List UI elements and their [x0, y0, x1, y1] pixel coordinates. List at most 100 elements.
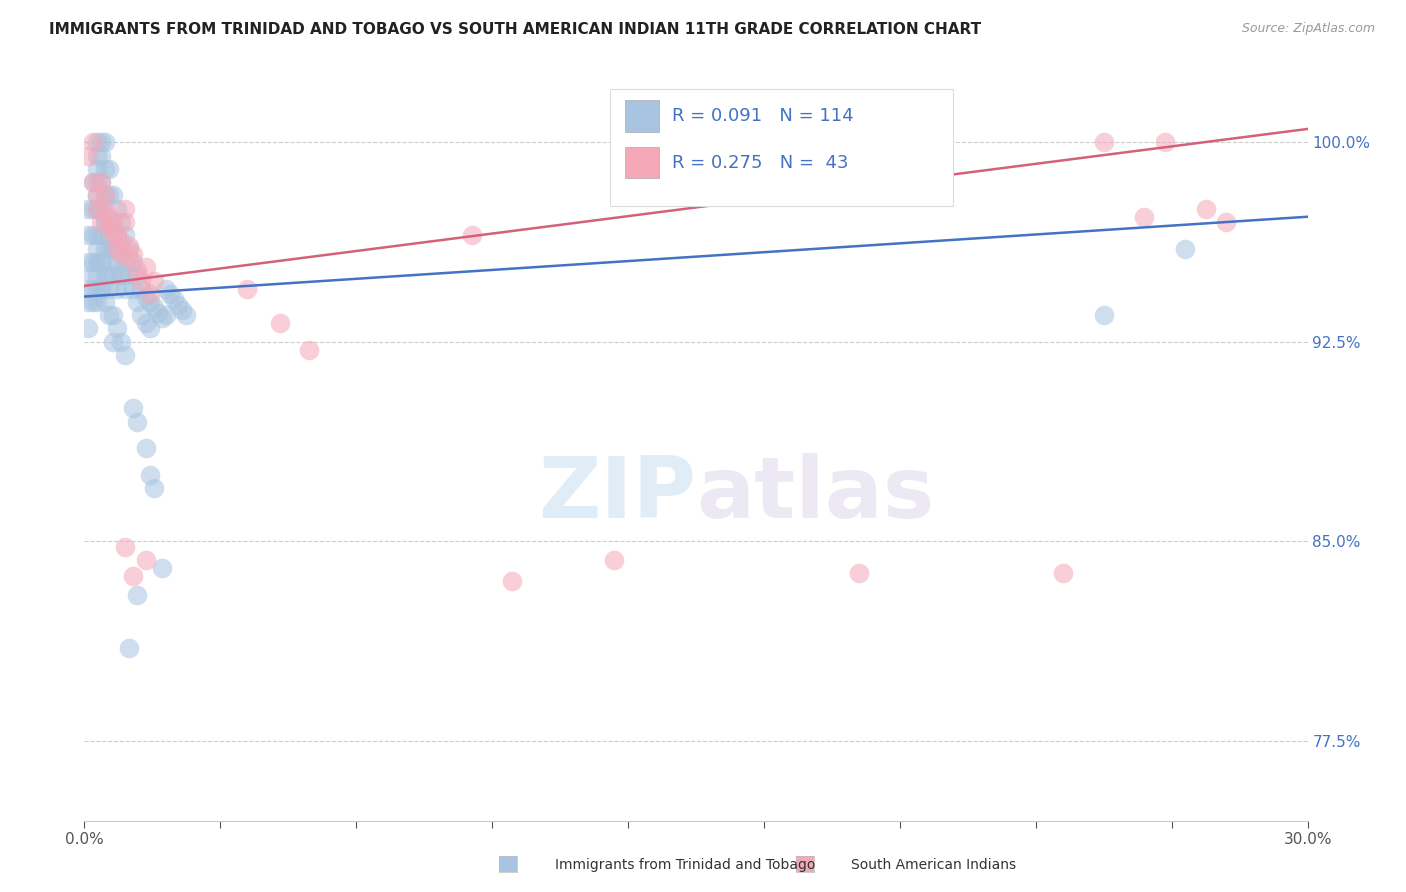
Text: R = 0.275   N =  43: R = 0.275 N = 43 [672, 153, 848, 171]
Point [118, 239, 141, 253]
Point [86, 148, 108, 162]
Point [101, 242, 124, 256]
Point [82, 228, 104, 243]
Point [127, 415, 149, 429]
Point [90, 255, 112, 269]
Point [93, 242, 115, 256]
Point [114, 255, 136, 269]
Point [110, 334, 132, 349]
Point [105, 228, 128, 243]
Point [1052, 566, 1074, 581]
Point [97, 242, 120, 256]
Point [90, 175, 112, 189]
Text: ZIP: ZIP [538, 453, 696, 536]
Point [118, 640, 141, 655]
Point [97, 210, 120, 224]
Point [105, 282, 128, 296]
Point [110, 234, 132, 248]
Point [90, 202, 112, 216]
Point [90, 228, 112, 243]
Point [105, 255, 128, 269]
Point [150, 561, 173, 575]
Point [77, 148, 100, 162]
Point [93, 188, 115, 202]
Point [603, 553, 626, 567]
Point [131, 274, 153, 288]
Point [97, 268, 120, 283]
Point [86, 242, 108, 256]
Point [101, 215, 124, 229]
Point [135, 441, 157, 455]
Point [97, 215, 120, 229]
Point [131, 282, 153, 296]
Point [77, 282, 100, 296]
Bar [626, 146, 659, 178]
Point [127, 587, 149, 601]
Point [138, 294, 160, 309]
Point [86, 282, 108, 296]
Point [138, 321, 160, 335]
Point [135, 260, 157, 275]
Point [172, 302, 194, 317]
FancyBboxPatch shape [610, 89, 953, 207]
Point [105, 321, 128, 335]
Point [90, 215, 112, 229]
Point [101, 334, 124, 349]
Point [97, 282, 120, 296]
Point [848, 566, 870, 581]
Point [86, 188, 108, 202]
Point [1195, 202, 1218, 216]
Point [114, 228, 136, 243]
Point [127, 263, 149, 277]
Point [159, 286, 181, 301]
Point [93, 215, 115, 229]
Point [142, 481, 165, 495]
Point [298, 343, 321, 357]
Point [86, 202, 108, 216]
Point [461, 228, 484, 243]
Point [138, 286, 160, 301]
Point [82, 282, 104, 296]
Point [93, 161, 115, 176]
Point [101, 215, 124, 229]
Point [163, 292, 186, 306]
Point [90, 255, 112, 269]
Point [86, 188, 108, 202]
Point [1092, 135, 1115, 149]
Point [97, 228, 120, 243]
Point [86, 175, 108, 189]
Point [90, 148, 112, 162]
Point [101, 308, 124, 322]
Point [122, 401, 145, 416]
Point [82, 135, 104, 149]
Point [90, 202, 112, 216]
Point [86, 161, 108, 176]
Point [236, 282, 259, 296]
Point [118, 242, 141, 256]
Point [86, 255, 108, 269]
Point [150, 310, 173, 325]
Text: Source: ZipAtlas.com: Source: ZipAtlas.com [1241, 22, 1375, 36]
Point [97, 188, 120, 202]
Point [174, 308, 197, 322]
Point [101, 268, 124, 283]
Point [114, 540, 136, 554]
Point [1154, 135, 1177, 149]
Point [77, 202, 100, 216]
Point [90, 175, 112, 189]
Point [155, 308, 177, 322]
Point [142, 300, 165, 314]
Point [110, 242, 132, 256]
Point [889, 135, 911, 149]
Point [122, 282, 145, 296]
Point [127, 294, 149, 309]
Point [114, 215, 136, 229]
Point [77, 321, 100, 335]
Point [90, 282, 112, 296]
Point [122, 247, 145, 261]
Point [135, 289, 157, 303]
Point [1092, 308, 1115, 322]
Point [105, 255, 128, 269]
Point [93, 215, 115, 229]
Point [105, 242, 128, 256]
